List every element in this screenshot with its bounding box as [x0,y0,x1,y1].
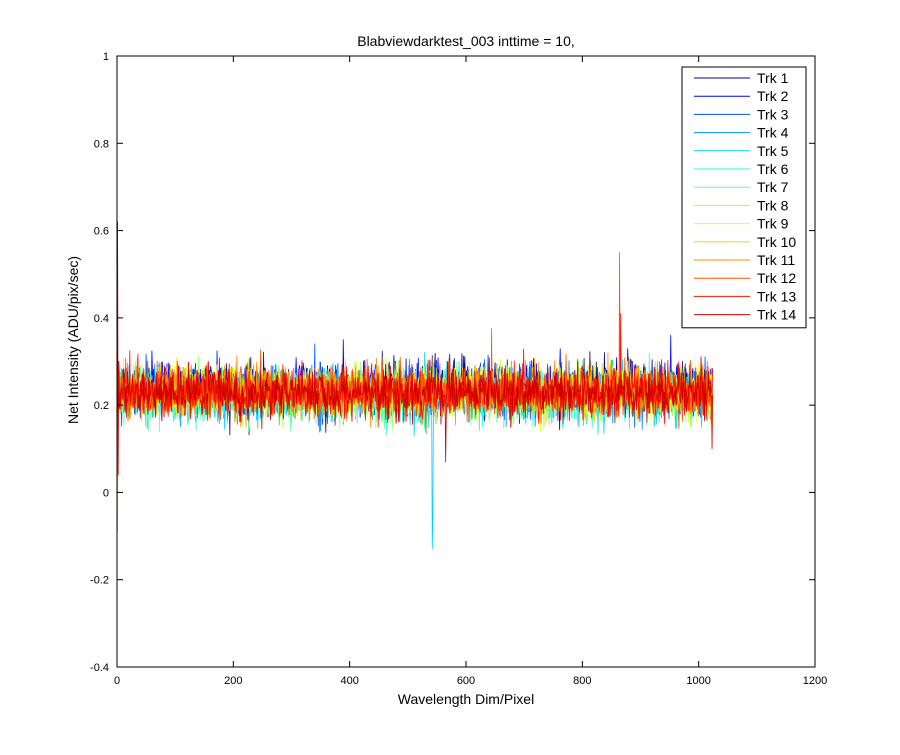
series-line-14 [116,221,714,476]
y-tick-label: 0.2 [94,400,109,412]
legend-label: Trk 1 [757,70,789,86]
x-axis: 0 200 400 600 800 1000 1200 [114,56,827,687]
x-tick-label: 1000 [686,675,710,687]
legend-label: Trk 10 [757,234,796,250]
x-axis-label: Wavelength Dim/Pixel [398,691,534,707]
x-tick-label: 1200 [803,675,827,687]
series-line-13 [116,313,714,428]
y-tick-label: 1 [103,51,109,63]
legend-label: Trk 7 [757,179,789,195]
legend-label: Trk 2 [757,88,789,104]
legend-label: Trk 6 [757,161,789,177]
x-tick-label: 600 [457,675,475,687]
y-axis: -0.4 -0.2 0 0.2 0.4 0.6 0.8 1 [90,51,815,674]
legend-label: Trk 4 [757,125,789,141]
y-tick-label: 0.6 [94,226,109,238]
y-tick-label: -0.2 [90,575,109,587]
x-tick-label: 800 [573,675,591,687]
legend-label: Trk 14 [757,307,796,323]
y-tick-label: 0 [103,487,109,499]
legend-box [681,66,807,329]
y-tick-label: 0.4 [94,313,109,325]
legend: Trk 1 Trk 2 Trk 3 Trk 4 Trk 5 Trk 6 Trk 7 Trk 8… [681,66,807,329]
legend-label: Trk 11 [757,252,795,268]
legend-label: Trk 5 [757,143,789,159]
y-axis-label: Net Intensity (ADU/pix/sec) [65,256,81,424]
y-tick-label: -0.4 [90,662,109,674]
legend-label: Trk 13 [757,288,796,304]
plot-area [116,221,714,550]
legend-label: Trk 3 [757,106,789,122]
chart-title: Blabviewdarktest_003 inttime = 10, [357,33,575,49]
legend-label: Trk 8 [757,197,789,213]
x-tick-label: 400 [340,675,358,687]
x-tick-label: 200 [224,675,242,687]
x-tick-label: 0 [114,675,120,687]
legend-label: Trk 9 [757,216,789,232]
legend-label: Trk 12 [757,270,796,286]
y-tick-label: 0.8 [94,138,109,150]
